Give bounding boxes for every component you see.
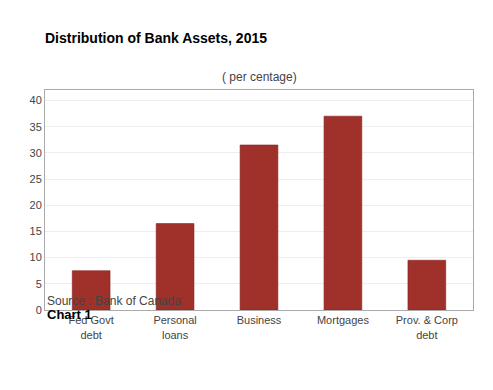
svg-text:0: 0 (36, 304, 42, 316)
svg-text:20: 20 (30, 199, 42, 211)
svg-text:40: 40 (30, 94, 42, 106)
svg-text:Fed Govtdebt: Fed Govtdebt (69, 314, 114, 340)
svg-text:15: 15 (30, 225, 42, 237)
svg-text:Business: Business (237, 314, 282, 326)
svg-text:35: 35 (30, 121, 42, 133)
svg-text:Distribution of Bank Assets, 2: Distribution of Bank Assets, 2015 (45, 30, 267, 46)
svg-text:5: 5 (36, 278, 42, 290)
svg-text:( per centage): ( per centage) (222, 70, 297, 84)
svg-text:Source : Bank of Canada: Source : Bank of Canada (47, 294, 181, 308)
svg-text:Personalloans: Personalloans (153, 314, 196, 340)
svg-text:10: 10 (30, 251, 42, 263)
svg-text:Chart 1: Chart 1 (47, 307, 92, 322)
svg-text:Mortgages: Mortgages (317, 314, 369, 326)
svg-text:Prov. & Corpdebt: Prov. & Corpdebt (396, 314, 458, 340)
svg-text:30: 30 (30, 147, 42, 159)
svg-text:25: 25 (30, 173, 42, 185)
